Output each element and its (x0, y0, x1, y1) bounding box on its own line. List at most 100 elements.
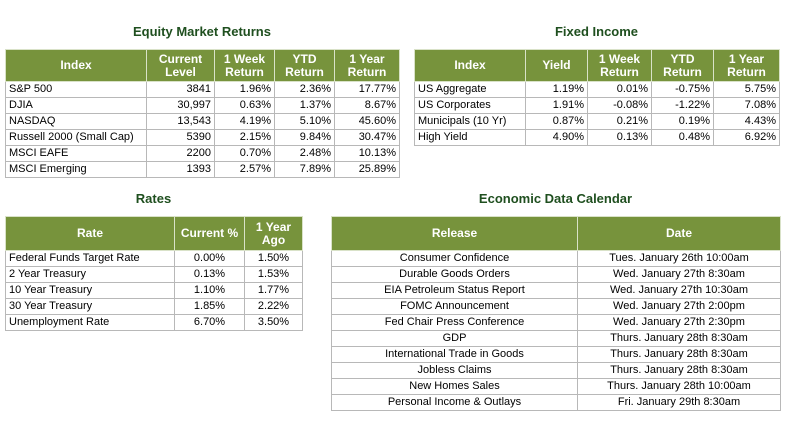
table-row: FOMC Announcement Wed. January 27th 2:00p… (331, 298, 781, 315)
equity-ytd: 5.10% (274, 113, 335, 130)
rate-current: 1.10% (174, 282, 245, 299)
release-name: Consumer Confidence (331, 250, 578, 267)
table-row: 2 Year Treasury 0.13% 1.53% (5, 266, 303, 283)
equity-header-ytd: YTD Return (274, 49, 335, 82)
release-date: Thurs. January 28th 8:30am (577, 330, 781, 347)
calendar-table: Release Date Consumer Confidence Tues. Ja… (331, 216, 781, 411)
table-row: Unemployment Rate 6.70% 3.50% (5, 314, 303, 331)
rate-current: 0.13% (174, 266, 245, 283)
equity-year: 17.77% (334, 81, 400, 98)
equity-level: 1393 (146, 161, 215, 178)
rates-header-year-ago: 1 Year Ago (244, 216, 303, 251)
release-date: Tues. January 26th 10:00am (577, 250, 781, 267)
release-name: Personal Income & Outlays (331, 394, 578, 411)
release-date: Thurs. January 28th 8:30am (577, 362, 781, 379)
table-row: US Aggregate 1.19% 0.01% -0.75% 5.75% (414, 81, 780, 98)
fixed-header-week: 1 Week Return (587, 49, 652, 82)
rate-name: Federal Funds Target Rate (5, 250, 175, 267)
rate-name: 10 Year Treasury (5, 282, 175, 299)
fixed-header-ytd: YTD Return (651, 49, 714, 82)
rates-table: Rate Current % 1 Year Ago Federal Funds … (5, 216, 303, 331)
fixed-year: 5.75% (713, 81, 780, 98)
release-name: International Trade in Goods (331, 346, 578, 363)
rates-header-rate: Rate (5, 216, 175, 251)
equity-week: 0.70% (214, 145, 275, 162)
equity-name: S&P 500 (5, 81, 147, 98)
table-row: Municipals (10 Yr) 0.87% 0.21% 0.19% 4.43% (414, 113, 780, 130)
fixed-yield: 1.19% (525, 81, 588, 98)
fixed-week: 0.13% (587, 129, 652, 146)
rate-current: 6.70% (174, 314, 245, 331)
table-row: 30 Year Treasury 1.85% 2.22% (5, 298, 303, 315)
release-date: Fri. January 29th 8:30am (577, 394, 781, 411)
rate-name: Unemployment Rate (5, 314, 175, 331)
fixed-ytd: -1.22% (651, 97, 714, 114)
rate-year-ago: 1.53% (244, 266, 303, 283)
equity-name: NASDAQ (5, 113, 147, 130)
fixed-yield: 1.91% (525, 97, 588, 114)
table-row: Durable Goods Orders Wed. January 27th 8:… (331, 266, 781, 283)
release-name: Durable Goods Orders (331, 266, 578, 283)
equity-week: 1.96% (214, 81, 275, 98)
fixed-week: 0.01% (587, 81, 652, 98)
table-row: Personal Income & Outlays Fri. January 29… (331, 394, 781, 411)
table-row: International Trade in Goods Thurs. Janua… (331, 346, 781, 363)
equity-level: 30,997 (146, 97, 215, 114)
fixed-yield: 0.87% (525, 113, 588, 130)
fixed-header-year: 1 Year Return (713, 49, 780, 82)
equity-week: 2.57% (214, 161, 275, 178)
equity-year: 30.47% (334, 129, 400, 146)
table-row: Jobless Claims Thurs. January 28th 8:30am (331, 362, 781, 379)
table-row: High Yield 4.90% 0.13% 0.48% 6.92% (414, 129, 780, 146)
equity-header-week: 1 Week Return (214, 49, 275, 82)
fixed-name: High Yield (414, 129, 526, 146)
release-name: FOMC Announcement (331, 298, 578, 315)
fixed-income-title: Fixed Income (554, 24, 639, 39)
equity-table: Index Current Level 1 Week Return YTD Re… (5, 49, 400, 178)
fixed-year: 6.92% (713, 129, 780, 146)
table-row: Fed Chair Press Conference Wed. January 2… (331, 314, 781, 331)
table-row: EIA Petroleum Status Report Wed. January … (331, 282, 781, 299)
fixed-name: US Aggregate (414, 81, 526, 98)
release-date: Wed. January 27th 10:30am (577, 282, 781, 299)
table-row: 10 Year Treasury 1.10% 1.77% (5, 282, 303, 299)
fixed-name: Municipals (10 Yr) (414, 113, 526, 130)
release-name: New Homes Sales (331, 378, 578, 395)
equity-ytd: 9.84% (274, 129, 335, 146)
rate-name: 30 Year Treasury (5, 298, 175, 315)
table-row: Consumer Confidence Tues. January 26th 10… (331, 250, 781, 267)
calendar-header-release: Release (331, 216, 578, 251)
equity-header-current-level: Current Level (146, 49, 215, 82)
table-row: MSCI Emerging 1393 2.57% 7.89% 25.89% (5, 161, 400, 178)
release-name: EIA Petroleum Status Report (331, 282, 578, 299)
release-name: Fed Chair Press Conference (331, 314, 578, 331)
fixed-header-yield: Yield (525, 49, 588, 82)
table-row: GDP Thurs. January 28th 8:30am (331, 330, 781, 347)
fixed-name: US Corporates (414, 97, 526, 114)
fixed-yield: 4.90% (525, 129, 588, 146)
fixed-income-table: Index Yield 1 Week Return YTD Return 1 Y… (414, 49, 780, 146)
table-row: Russell 2000 (Small Cap) 5390 2.15% 9.84% 30… (5, 129, 400, 146)
equity-ytd: 1.37% (274, 97, 335, 114)
release-name: GDP (331, 330, 578, 347)
table-row: MSCI EAFE 2200 0.70% 2.48% 10.13% (5, 145, 400, 162)
equity-header-index: Index (5, 49, 147, 82)
table-row: New Homes Sales Thurs. January 28th 10:00… (331, 378, 781, 395)
fixed-year: 4.43% (713, 113, 780, 130)
fixed-year: 7.08% (713, 97, 780, 114)
table-row: DJIA 30,997 0.63% 1.37% 8.67% (5, 97, 400, 114)
equity-year: 45.60% (334, 113, 400, 130)
rate-current: 0.00% (174, 250, 245, 267)
table-row: NASDAQ 13,543 4.19% 5.10% 45.60% (5, 113, 400, 130)
fixed-ytd: 0.48% (651, 129, 714, 146)
fixed-week: -0.08% (587, 97, 652, 114)
rates-header-current: Current % (174, 216, 245, 251)
calendar-header-date: Date (577, 216, 781, 251)
rate-year-ago: 2.22% (244, 298, 303, 315)
calendar-title: Economic Data Calendar (478, 191, 633, 206)
equity-level: 5390 (146, 129, 215, 146)
release-date: Thurs. January 28th 8:30am (577, 346, 781, 363)
table-row: Federal Funds Target Rate 0.00% 1.50% (5, 250, 303, 267)
equity-ytd: 2.36% (274, 81, 335, 98)
fixed-week: 0.21% (587, 113, 652, 130)
